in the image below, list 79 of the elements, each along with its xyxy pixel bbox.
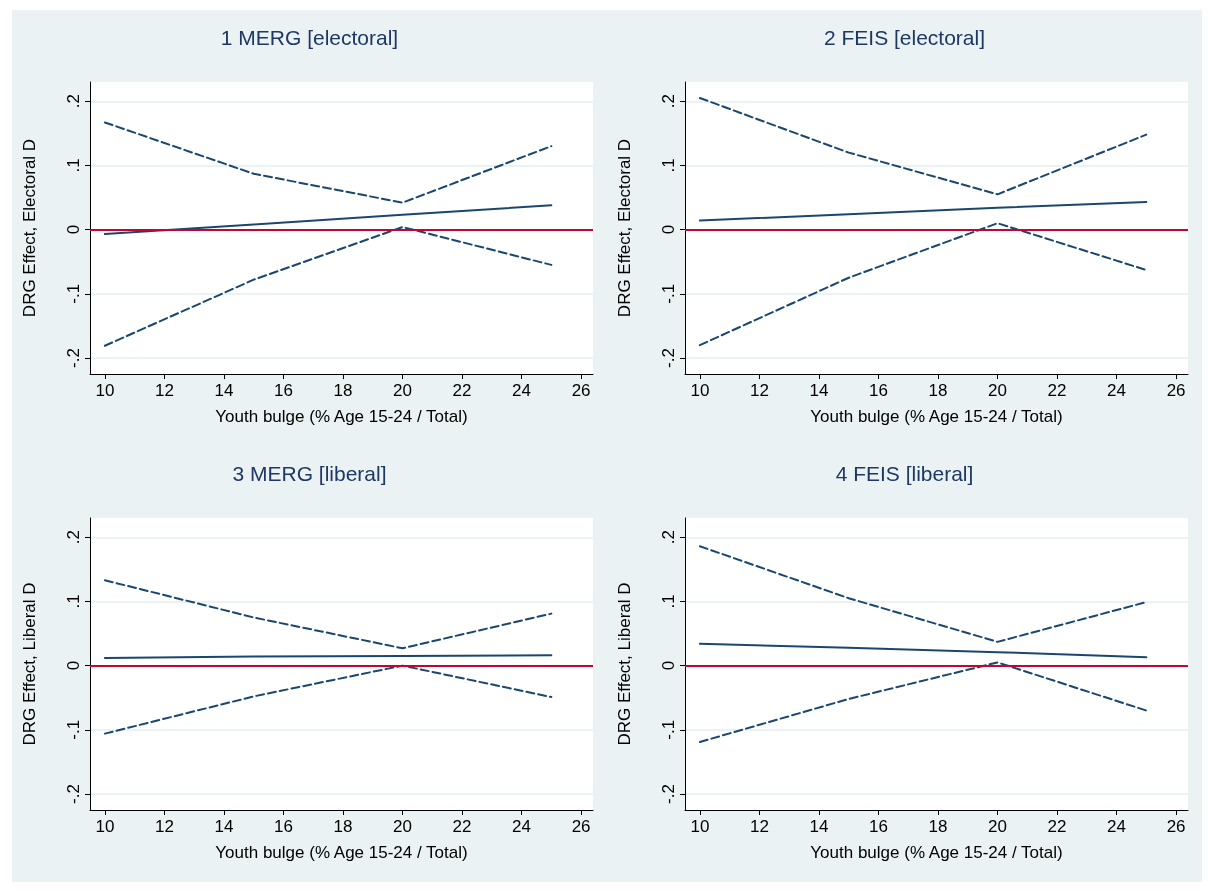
y-axis-title: DRG Effect, Electoral D: [20, 138, 39, 318]
x-tick-label: 24: [1107, 381, 1127, 400]
x-tick-label: 18: [333, 381, 353, 400]
y-tick-label: 0: [64, 660, 83, 671]
x-tick-label: 24: [512, 817, 532, 836]
y-tick-label: -.2: [659, 784, 678, 804]
x-tick-label: 18: [928, 381, 948, 400]
y-tick-label: .2: [659, 530, 678, 545]
x-tick-label: 26: [571, 381, 591, 400]
y-tick-label: -.2: [659, 348, 678, 368]
x-tick-label: 16: [869, 381, 888, 400]
x-axis-title: Youth bulge (% Age 15-24 / Total): [810, 843, 1063, 862]
line-series: [103, 664, 553, 735]
y-tick-label: -.1: [64, 283, 83, 304]
x-tick-label: 22: [1047, 381, 1067, 400]
x-tick-label: 26: [1166, 817, 1186, 836]
x-tick-label: 20: [393, 381, 412, 400]
line-series: [103, 579, 553, 650]
x-tick-label: 12: [154, 381, 174, 400]
line-series: [698, 661, 1148, 743]
x-tick-label: 22: [452, 817, 472, 836]
y-tick-label: .2: [64, 94, 83, 109]
chart-title: 1 MERG [electoral]: [220, 26, 399, 49]
x-tick-label: 16: [274, 381, 293, 400]
y-tick-label: -.1: [64, 719, 83, 740]
x-tick-label: 10: [690, 381, 710, 400]
line-series: [698, 97, 1148, 196]
y-axis-title: DRG Effect, Electoral D: [615, 138, 634, 318]
y-axis-title: DRG Effect, Liberal D: [20, 582, 39, 746]
chart-title: 3 MERG [liberal]: [232, 462, 387, 485]
x-tick-label: 12: [749, 381, 769, 400]
x-tick-label: 14: [214, 817, 234, 836]
x-axis-title: Youth bulge (% Age 15-24 / Total): [215, 407, 468, 426]
chart-title: 2 FEIS [electoral]: [823, 26, 986, 49]
line-series: [698, 201, 1148, 222]
y-axis-title: DRG Effect, Liberal D: [615, 582, 634, 746]
x-tick-label: 26: [1166, 381, 1186, 400]
y-tick-label: -.2: [64, 348, 83, 368]
y-tick-label: -.1: [659, 719, 678, 740]
x-tick-label: 16: [869, 817, 888, 836]
y-tick-label: 0: [659, 660, 678, 671]
y-tick-label: .2: [64, 530, 83, 545]
line-series: [698, 642, 1148, 659]
chart-title: 4 FEIS [liberal]: [835, 462, 974, 485]
x-tick-label: 14: [809, 381, 829, 400]
x-tick-label: 12: [154, 817, 174, 836]
x-tick-label: 18: [333, 817, 353, 836]
y-tick-label: .1: [659, 594, 678, 609]
x-tick-label: 10: [95, 381, 115, 400]
x-tick-label: 24: [1107, 817, 1127, 836]
x-tick-label: 24: [512, 381, 532, 400]
x-tick-label: 22: [1047, 817, 1067, 836]
y-tick-label: .2: [659, 94, 678, 109]
x-tick-label: 12: [749, 817, 769, 836]
x-tick-label: 14: [214, 381, 234, 400]
x-axis-title: Youth bulge (% Age 15-24 / Total): [810, 407, 1063, 426]
x-tick-label: 20: [988, 817, 1007, 836]
x-tick-label: 22: [452, 381, 472, 400]
x-axis-title: Youth bulge (% Age 15-24 / Total): [215, 843, 468, 862]
line-series: [103, 226, 553, 347]
y-tick-label: 0: [659, 224, 678, 235]
line-series: [698, 222, 1148, 347]
x-tick-label: 14: [809, 817, 829, 836]
y-tick-label: .1: [64, 158, 83, 173]
line-series: [103, 204, 553, 236]
y-tick-label: -.2: [64, 784, 83, 804]
x-tick-label: 18: [928, 817, 948, 836]
x-tick-label: 26: [571, 817, 591, 836]
y-tick-label: 0: [64, 224, 83, 235]
x-tick-label: 10: [95, 817, 115, 836]
line-series: [698, 545, 1148, 643]
y-tick-label: -.1: [659, 283, 678, 304]
x-tick-label: 20: [988, 381, 1007, 400]
x-tick-label: 10: [690, 817, 710, 836]
line-series: [103, 121, 553, 204]
y-tick-label: .1: [64, 594, 83, 609]
y-tick-label: .1: [659, 158, 678, 173]
x-tick-label: 16: [274, 817, 293, 836]
x-tick-label: 20: [393, 817, 412, 836]
